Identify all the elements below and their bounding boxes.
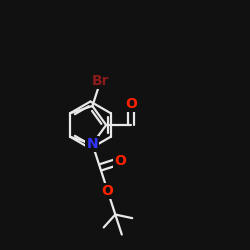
Text: N: N	[86, 137, 98, 151]
Text: O: O	[102, 184, 114, 198]
Text: O: O	[125, 97, 137, 111]
Text: Br: Br	[92, 74, 109, 88]
Text: O: O	[114, 154, 126, 168]
